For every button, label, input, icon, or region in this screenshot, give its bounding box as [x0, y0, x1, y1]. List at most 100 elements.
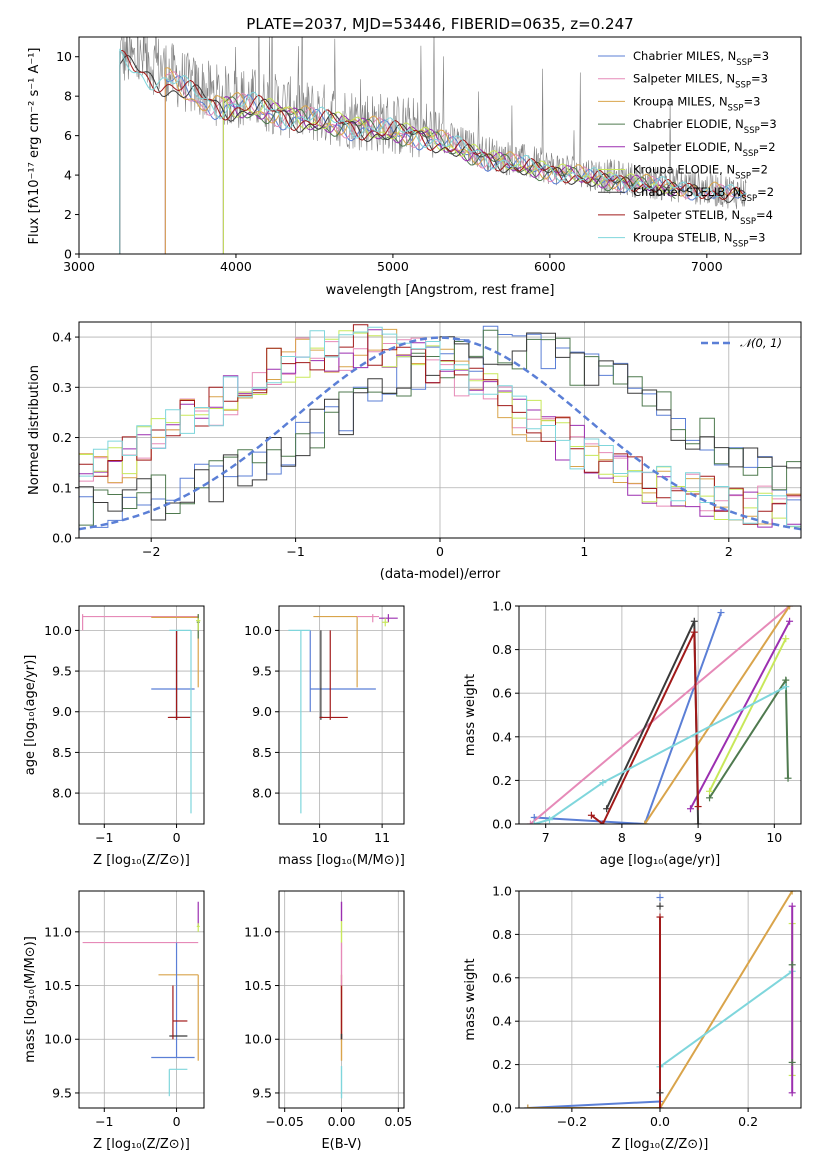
y-tick-label: 0.8 — [492, 927, 512, 942]
y-tick-label: 0.6 — [492, 970, 512, 985]
x-tick-label: 5000 — [377, 259, 409, 274]
weight-line-salpeter_stelib — [590, 631, 700, 824]
model-spectrum-chabrier_stelib — [119, 54, 747, 254]
x-tick-label: −2 — [142, 544, 160, 559]
ebv-mass-panel: −0.05 0.00 0.05 9.5 10.0 10.5 11.0 E(B-V) — [244, 890, 412, 1152]
y-tick-label: 8.5 — [252, 745, 272, 760]
y-tick-label: 6 — [64, 128, 72, 143]
x-tick-label: 3000 — [63, 259, 95, 274]
x-tick-label: 8 — [618, 830, 626, 845]
residuals-ticks: −2 −1 0 1 2 0.0 0.1 0.2 0.3 0.4 — [52, 330, 733, 559]
x-tick-label: 0.05 — [384, 1114, 412, 1129]
x-tick-label: 9 — [694, 830, 702, 845]
y-tick-label: 11.0 — [44, 924, 72, 939]
y-tick-label: 10.0 — [44, 623, 72, 638]
y-tick-label: 9.0 — [252, 704, 272, 719]
model-spectrum-salpeter_elodie — [222, 96, 676, 254]
spectrum-plot-area — [79, 37, 747, 254]
panel-axes-frame — [78, 890, 205, 1109]
x-tick-label: 6000 — [534, 259, 566, 274]
x-tick-label: 0.0 — [650, 1114, 670, 1129]
panel-xlabel: Z [log₁₀(Z/Z⊙)] — [93, 1137, 190, 1152]
panel-axes-frame — [518, 605, 802, 825]
panel-xlabel: Z [log₁₀(Z/Z⊙)] — [612, 1137, 709, 1152]
y-tick-label: 0.0 — [52, 531, 72, 546]
residuals-xlabel: (data-model)/error — [380, 567, 501, 582]
y-tick-label: 0.3 — [52, 380, 72, 395]
y-tick-label: 0.0 — [492, 1101, 512, 1116]
x-tick-label: 1 — [580, 544, 588, 559]
x-tick-label: 7 — [542, 830, 550, 845]
residuals-panel: −2 −1 0 1 2 0.0 0.1 0.2 0.3 0.4 (data-model)/erro… — [27, 321, 802, 582]
y-tick-label: 8.0 — [252, 786, 272, 801]
y-tick-label: 2 — [64, 207, 72, 222]
x-tick-label: 0 — [173, 830, 181, 845]
x-tick-label: −1 — [286, 544, 304, 559]
panel-plot-area — [82, 901, 200, 1097]
z-weight-panel: −0.2 0.0 0.2 0.0 0.2 0.4 0.6 0.8 1.0 Z [log₁₀(Z/Z… — [463, 884, 802, 1152]
y-tick-label: 0.4 — [492, 729, 512, 744]
x-tick-label: −0.2 — [557, 1114, 587, 1129]
panel-ylabel: age [log₁₀(age/yr)] — [23, 655, 38, 776]
panel-plot-area — [82, 614, 201, 814]
model-spectrum-kroupa_stelib — [119, 48, 747, 254]
y-tick-label: 0.1 — [52, 480, 72, 495]
panel-plot-area — [526, 606, 794, 824]
panel-plot-area — [288, 614, 398, 814]
residual-histogram-kroupa_stelib — [79, 326, 801, 527]
spectrum-ticks: 3000 4000 5000 6000 7000 0 2 4 6 8 10 — [56, 49, 723, 274]
weight-line-kroupa_elodie — [708, 638, 787, 792]
spectrum-title: PLATE=2037, MJD=53446, FIBERID=0635, z=0… — [246, 15, 633, 33]
panel-axes-frame — [78, 605, 205, 825]
normal-legend-label: 𝒩(0, 1) — [740, 336, 782, 350]
x-tick-label: 0 — [436, 544, 444, 559]
y-tick-label: 0.0 — [492, 817, 512, 832]
model-spectrum-salpeter_stelib — [119, 49, 747, 254]
y-tick-label: 10.5 — [244, 978, 272, 993]
weight-line-salpeter_miles — [529, 606, 791, 824]
y-tick-label: 8.5 — [52, 745, 72, 760]
y-tick-label: 8.0 — [52, 786, 72, 801]
z-age-panel: −1 0 8.0 8.5 9.0 9.5 10.0 Z [log₁₀(Z/Z⊙)] age [l… — [23, 605, 205, 868]
residuals-plot-area — [79, 324, 801, 531]
x-tick-label: 11 — [374, 830, 390, 845]
zweight-line-kroupa_stelib — [659, 970, 793, 1068]
panel-ylabel: mass [log₁₀(M/M⊙)] — [23, 936, 38, 1063]
age-weight-panel: 7 8 9 10 0.0 0.2 0.4 0.6 0.8 1.0 age [log₁₀(age/yr… — [463, 599, 802, 868]
z-mass-panel: −1 0 9.5 10.0 10.5 11.0 Z [log₁₀(Z/Z⊙)] mass [l… — [23, 890, 205, 1152]
spectrum-axes-frame — [78, 36, 802, 255]
y-tick-label: 10.0 — [244, 1032, 272, 1047]
y-tick-label: 1.0 — [492, 599, 512, 614]
y-tick-label: 0.4 — [52, 330, 72, 345]
x-tick-label: −0.05 — [266, 1114, 304, 1129]
y-tick-label: 0.2 — [492, 773, 512, 788]
y-tick-label: 9.0 — [52, 704, 72, 719]
y-tick-label: 0.8 — [492, 642, 512, 657]
panel-xlabel: age [log₁₀(age/yr)] — [600, 853, 721, 868]
weight-line-salpeter_elodie — [689, 620, 791, 810]
panel-xlabel: mass [log₁₀(M/M⊙)] — [278, 853, 405, 868]
residual-histogram-salpeter_stelib — [79, 324, 801, 525]
panel-axes-frame — [518, 890, 802, 1109]
y-tick-label: 8 — [64, 89, 72, 104]
x-tick-label: −1 — [95, 830, 113, 845]
spectrum-ylabel: Flux [fλ10⁻¹⁷ erg cm⁻² s⁻¹ A⁻¹] — [27, 48, 42, 245]
model-spectrum-kroupa_elodie — [222, 96, 676, 254]
x-tick-label: 2 — [725, 544, 733, 559]
y-tick-label: 0.2 — [492, 1057, 512, 1072]
panel-grid — [279, 606, 404, 824]
x-tick-label: 0.00 — [328, 1114, 356, 1129]
spectrum-xlabel: wavelength [Angstrom, rest frame] — [326, 283, 555, 298]
y-tick-label: 0 — [64, 247, 72, 262]
panel-ylabel: mass weight — [463, 958, 478, 1040]
residuals-legend: 𝒩(0, 1) — [701, 336, 782, 350]
x-tick-label: 0.2 — [738, 1114, 758, 1129]
residuals-ylabel: Normed distribution — [27, 365, 42, 495]
weight-line-kroupa_miles — [643, 606, 791, 824]
panel-axes-frame — [278, 605, 405, 825]
x-tick-label: 0 — [173, 1114, 181, 1129]
panel-ylabel: mass weight — [463, 674, 478, 756]
x-tick-label: 7000 — [691, 259, 723, 274]
y-tick-label: 10.5 — [44, 978, 72, 993]
